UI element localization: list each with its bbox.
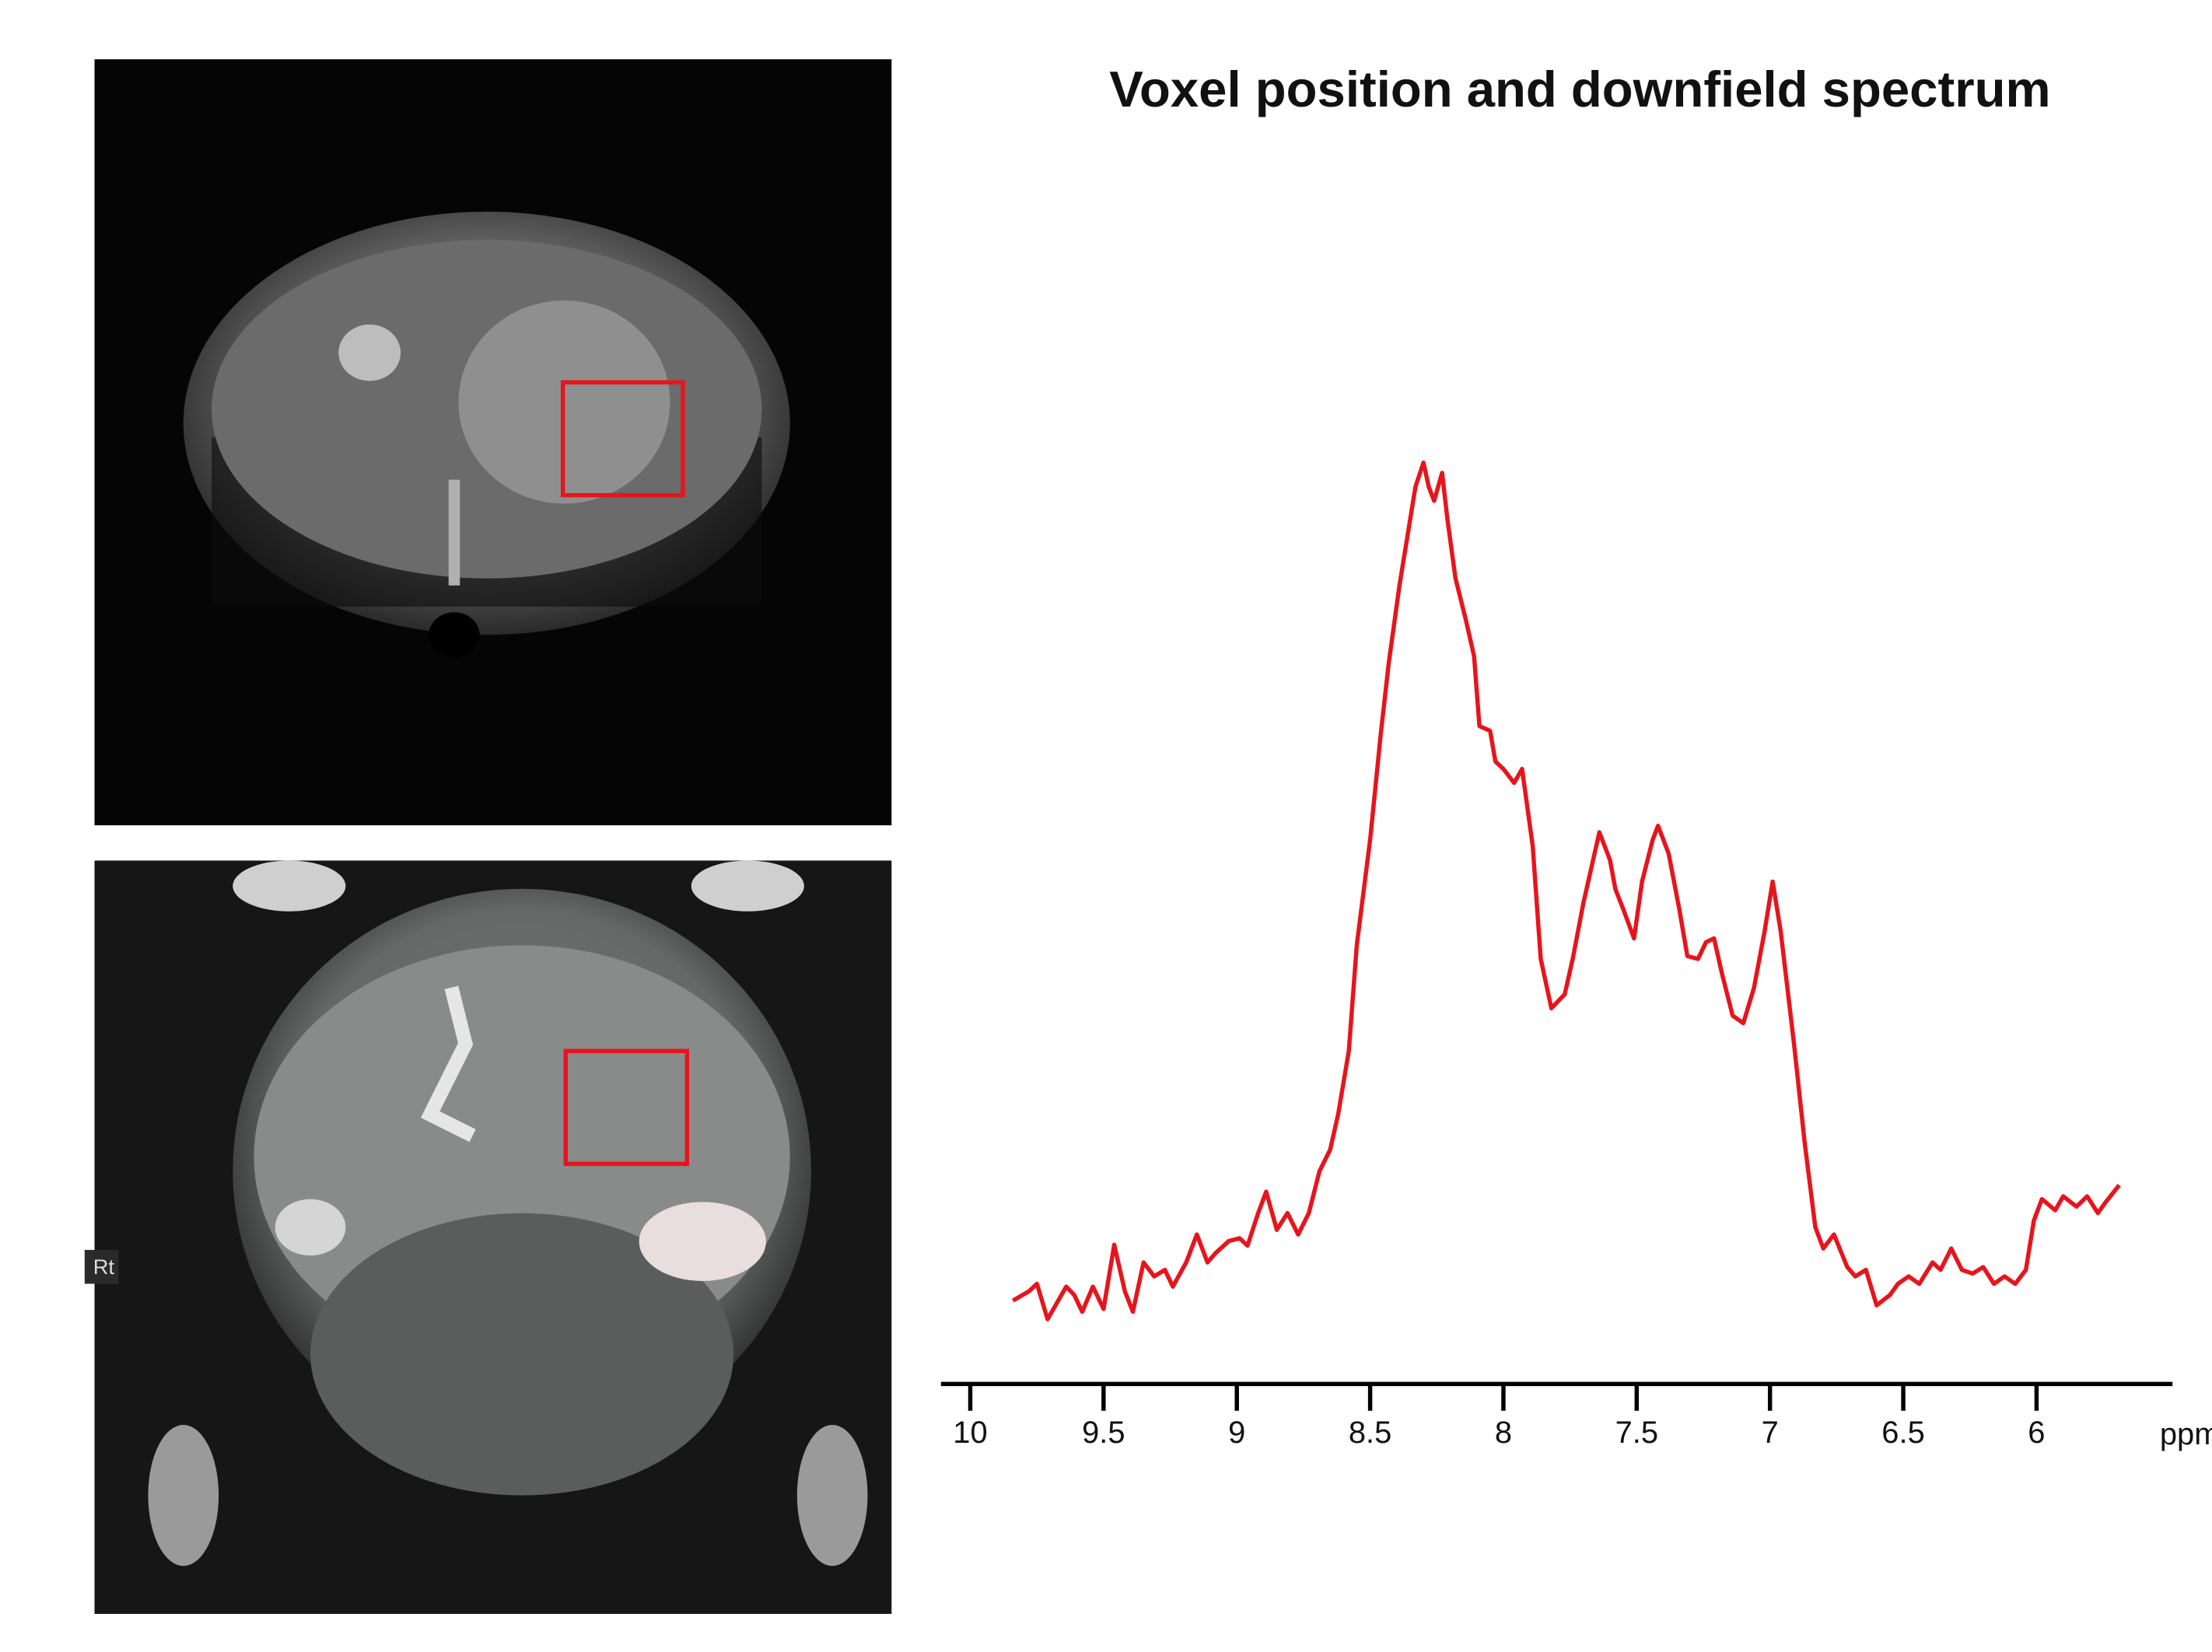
x-tick-label: 6	[2028, 1416, 2045, 1450]
mri-axial: Rt	[84, 860, 892, 1614]
orientation-label: Rt	[93, 1255, 115, 1279]
x-tick-label: 7.5	[1615, 1416, 1658, 1450]
x-tick-label: 8	[1495, 1416, 1512, 1450]
x-tick-label: 10	[953, 1416, 987, 1450]
x-tick-label: 6.5	[1881, 1416, 1924, 1450]
x-tick-label: 9	[1228, 1416, 1245, 1450]
x-tick-label: 8.5	[1349, 1416, 1391, 1450]
x-tick-label: 7	[1762, 1416, 1779, 1450]
x-tick-label: 9.5	[1082, 1416, 1125, 1450]
mri-coronal	[94, 59, 892, 826]
x-axis-label: ppm	[2160, 1417, 2212, 1451]
chart-title: Voxel position and downfield spectrum	[1109, 61, 2050, 117]
spectrum-line	[1011, 460, 2121, 1321]
plot-area: 10 9.5 9 8.5 8 7.5 7 6.5 6	[940, 460, 2173, 1450]
